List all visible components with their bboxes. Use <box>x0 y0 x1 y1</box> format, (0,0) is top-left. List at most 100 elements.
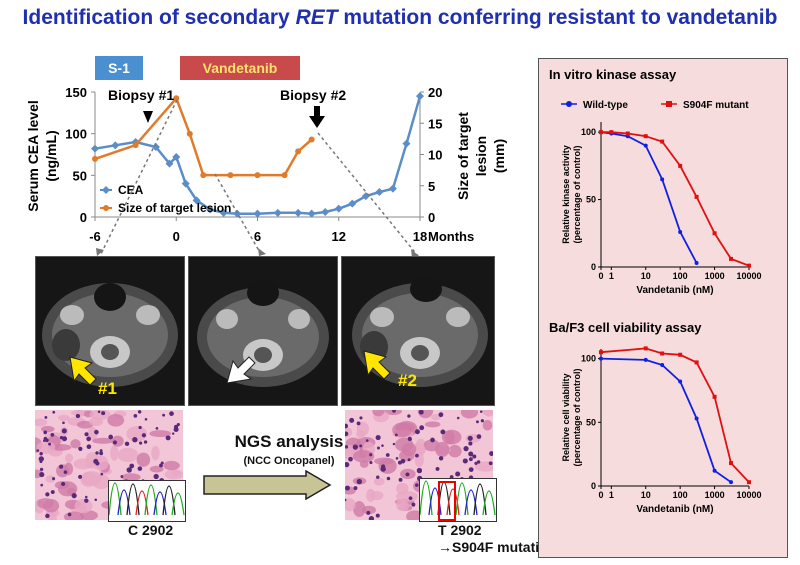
cell-nucleus <box>405 472 410 477</box>
x-axis-tick-label: 12 <box>332 229 346 244</box>
tissue-cell <box>352 450 375 463</box>
cell-nucleus <box>369 453 373 457</box>
biopsy2-arrow-icon <box>309 116 325 128</box>
cea-point <box>181 179 190 188</box>
chromatogram-after <box>419 478 497 522</box>
ct-scan-baseline: #1 <box>35 256 185 406</box>
tissue-cell <box>36 440 56 454</box>
cea-point <box>111 141 120 150</box>
cell-nucleus <box>124 441 130 447</box>
mutant-point <box>747 480 751 485</box>
cell-nucleus <box>414 483 419 487</box>
mutant-point <box>729 256 734 261</box>
right-axis-label: Size of target <box>455 112 471 200</box>
cell-nucleus <box>419 425 425 431</box>
cea-point <box>321 208 330 216</box>
tissue-cell <box>49 444 72 451</box>
chromatogram-trace <box>108 482 185 516</box>
tissue-cell <box>395 437 414 452</box>
cell-nucleus <box>462 458 468 464</box>
cell-nucleus <box>75 413 81 419</box>
cell-nucleus <box>40 467 44 471</box>
yellow-arrow-icon <box>69 356 97 386</box>
cell-nucleus <box>356 421 361 426</box>
mutant-point <box>598 130 603 135</box>
cell-nucleus <box>141 433 147 438</box>
wildtype-point <box>694 260 699 265</box>
cell-nucleus <box>95 451 99 455</box>
lesion-point <box>254 172 261 179</box>
tissue-cell <box>353 501 366 517</box>
x-tick-label: 100 <box>673 271 688 281</box>
cell-nucleus <box>356 478 363 485</box>
cell-nucleus <box>39 452 43 456</box>
cell-nucleus <box>155 426 159 430</box>
x-tick-label: 10000 <box>736 490 761 500</box>
cell-nucleus <box>112 440 118 445</box>
mutant-point <box>678 163 683 168</box>
fit-curve-0 <box>600 131 698 264</box>
title-part2: mutation conferring resistant to vandeta… <box>337 6 778 29</box>
cell-nucleus <box>48 442 52 446</box>
fit-curve-1 <box>600 347 750 483</box>
tissue-cell <box>93 455 109 471</box>
cell-nucleus <box>479 410 483 413</box>
cell-nucleus <box>345 431 349 437</box>
cell-nucleus <box>137 410 142 414</box>
cell-nucleus <box>120 475 124 478</box>
cell-nucleus <box>345 462 350 468</box>
cell-nucleus <box>430 437 435 443</box>
lesion1-label: #1 <box>98 379 117 398</box>
tissue-cell <box>126 426 148 442</box>
tissue-cell <box>110 445 119 461</box>
cell-nucleus <box>376 446 380 450</box>
wildtype-point <box>660 362 665 367</box>
mutant-point <box>712 394 717 399</box>
cell-nucleus <box>133 414 138 418</box>
biopsy1-arrow-icon <box>143 111 153 123</box>
cea-point <box>206 205 215 214</box>
series-line-0 <box>94 95 422 215</box>
tissue-cell <box>163 460 180 471</box>
cell-nucleus <box>392 442 396 446</box>
cell-nucleus <box>345 485 350 491</box>
cell-nucleus <box>468 457 473 462</box>
cell-nucleus <box>468 451 474 457</box>
cell-nucleus <box>435 466 440 471</box>
legend-label-1: S904F mutant <box>683 100 749 111</box>
cell-nucleus <box>45 513 50 519</box>
mutant-point <box>694 194 699 199</box>
cea-point <box>172 153 181 161</box>
right-axis-tick-label: 15 <box>428 116 442 131</box>
tissue-cell <box>400 501 409 512</box>
cell-nucleus <box>385 453 390 457</box>
fit-curve-1 <box>601 131 750 267</box>
cell-nucleus <box>407 414 411 418</box>
tissue-cell <box>35 418 48 427</box>
tissue-cell <box>107 413 125 427</box>
cell-nucleus <box>159 463 163 468</box>
cell-nucleus <box>171 432 175 435</box>
histology-image-before <box>35 410 183 520</box>
ngs-subtitle: (NCC Oncopanel) <box>243 455 335 467</box>
cell-nucleus <box>394 433 398 437</box>
cea-point <box>334 204 343 213</box>
lesion-point <box>92 155 98 162</box>
cell-nucleus <box>36 449 40 452</box>
cell-nucleus <box>489 451 493 456</box>
wildtype-point <box>598 356 603 361</box>
x-tick-label: 1000 <box>705 490 725 500</box>
cell-nucleus <box>94 429 99 435</box>
cell-nucleus <box>369 461 373 465</box>
cell-nucleus <box>455 471 461 477</box>
cell-nucleus <box>345 445 349 449</box>
cell-nucleus <box>50 490 55 495</box>
mutant-point <box>643 134 648 139</box>
cell-nucleus <box>97 410 101 414</box>
tissue-cell <box>121 473 141 482</box>
cea-point <box>348 199 357 208</box>
x-tick-label: 100 <box>673 490 688 500</box>
cell-nucleus <box>40 483 44 487</box>
cell-nucleus <box>45 492 50 497</box>
